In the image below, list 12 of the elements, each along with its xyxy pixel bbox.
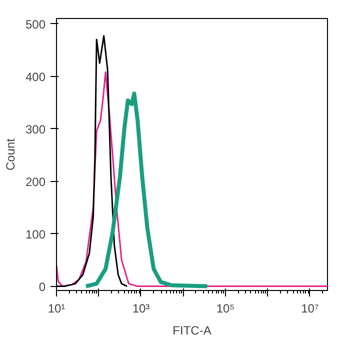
y-tick-label: 100	[25, 227, 46, 242]
y-tick-label: 200	[25, 174, 46, 189]
y-tick-label: 0	[38, 280, 46, 294]
x-tick-label: 10⁷	[301, 302, 319, 316]
y-tick-label: 500	[25, 17, 46, 32]
y-tick-label: 400	[25, 70, 46, 84]
x-tick-label: 10⁵	[216, 302, 235, 316]
x-tick-label: 10¹	[48, 302, 66, 316]
y-axis-title: Count	[3, 138, 18, 171]
x-tick-label: 10³	[132, 302, 150, 316]
x-axis-title: FITC-A	[172, 324, 212, 338]
y-tick-label: 300	[25, 122, 46, 136]
